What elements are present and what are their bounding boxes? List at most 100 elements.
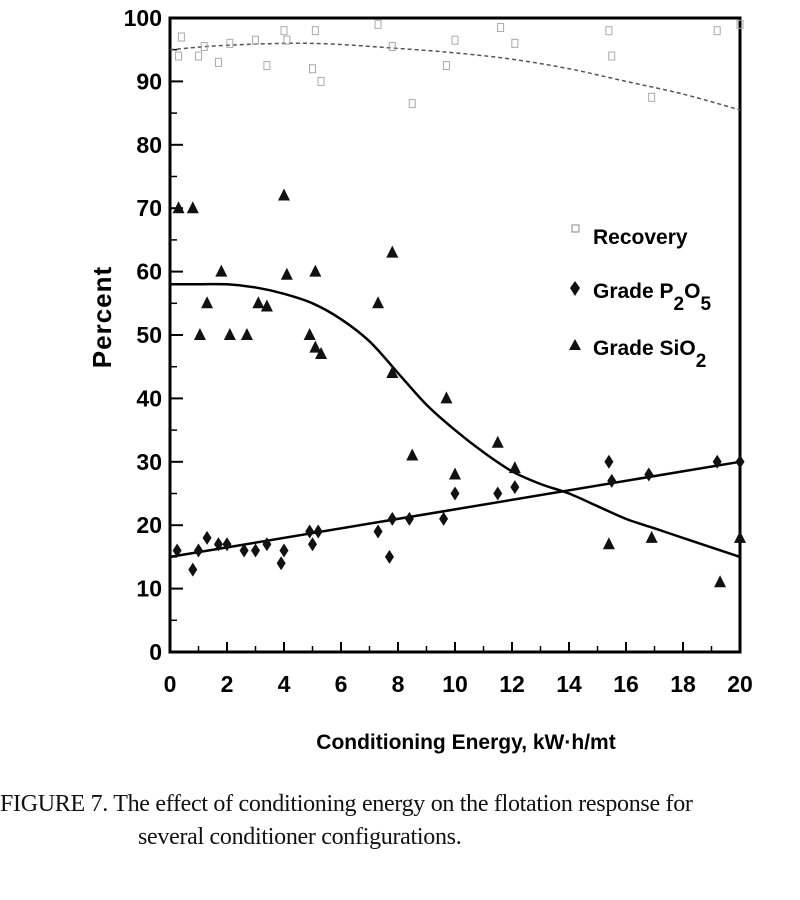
point-recovery bbox=[605, 26, 613, 36]
x-tick-label: 6 bbox=[335, 671, 348, 697]
x-tick-label: 4 bbox=[278, 671, 291, 697]
y-tick-label: 100 bbox=[124, 5, 162, 31]
point-recovery bbox=[177, 32, 185, 42]
point-recovery bbox=[214, 57, 222, 67]
point-grade-sio2 bbox=[602, 537, 615, 550]
point-recovery bbox=[388, 42, 396, 52]
point-grade-sio2 bbox=[449, 467, 461, 480]
x-tick-label: 2 bbox=[221, 671, 234, 697]
fit-line-grade-sio2 bbox=[170, 282, 741, 559]
point-grade-sio2 bbox=[278, 188, 290, 201]
point-grade-sio2 bbox=[491, 435, 504, 448]
x-axis-label: Conditioning Energy, kW·h/mt bbox=[316, 731, 615, 754]
y-axis-label: Percent bbox=[87, 266, 117, 368]
point-grade-sio2 bbox=[215, 264, 228, 277]
point-grade-p2o5 bbox=[276, 556, 286, 571]
point-recovery bbox=[195, 51, 202, 61]
point-grade-sio2 bbox=[440, 391, 453, 404]
x-tick-label: 18 bbox=[670, 671, 696, 697]
point-grade-sio2 bbox=[714, 575, 727, 588]
legend-item-grade-sio2: Grade SiO2 bbox=[569, 337, 706, 372]
point-grade-p2o5 bbox=[604, 454, 614, 469]
point-recovery bbox=[280, 26, 288, 36]
legend-label-p2o5: Grade P2O5 bbox=[593, 280, 711, 315]
point-grade-p2o5 bbox=[493, 486, 503, 501]
point-recovery bbox=[311, 26, 319, 36]
point-grade-sio2 bbox=[223, 328, 236, 340]
point-recovery bbox=[317, 76, 325, 86]
caption-line-2: several conditioner configurations. bbox=[138, 824, 462, 850]
x-tick-label: 10 bbox=[442, 671, 468, 697]
point-grade-p2o5 bbox=[305, 524, 315, 539]
y-tick-label: 30 bbox=[136, 449, 162, 475]
point-grade-sio2 bbox=[386, 366, 399, 379]
point-grade-sio2 bbox=[406, 448, 419, 461]
point-recovery bbox=[200, 42, 208, 52]
y-tick-label: 80 bbox=[136, 132, 162, 158]
point-recovery bbox=[648, 92, 656, 102]
point-grade-p2o5 bbox=[188, 562, 198, 577]
point-grade-p2o5 bbox=[450, 486, 460, 501]
point-recovery bbox=[374, 19, 382, 29]
point-recovery bbox=[408, 99, 416, 109]
point-grade-sio2 bbox=[309, 264, 322, 277]
point-recovery bbox=[309, 64, 316, 74]
data-points bbox=[172, 19, 746, 588]
x-tick-label: 20 bbox=[727, 671, 753, 697]
legend-item-recovery: Recovery bbox=[571, 224, 688, 249]
point-grade-sio2 bbox=[193, 328, 206, 340]
point-grade-sio2 bbox=[303, 328, 316, 340]
caption-line-1: FIGURE 7. The effect of conditioning ene… bbox=[0, 791, 693, 817]
point-grade-p2o5 bbox=[607, 473, 617, 488]
point-grade-p2o5 bbox=[172, 543, 182, 558]
y-tick-label: 70 bbox=[136, 195, 162, 221]
point-grade-sio2 bbox=[201, 296, 214, 309]
y-tick-label: 40 bbox=[136, 385, 162, 411]
point-grade-p2o5 bbox=[387, 511, 397, 526]
point-grade-p2o5 bbox=[222, 537, 232, 552]
point-grade-sio2 bbox=[309, 340, 322, 353]
legend: Recovery Grade P2O5 Grade SiO2 bbox=[569, 224, 711, 372]
point-grade-p2o5 bbox=[384, 549, 394, 564]
y-tick-label: 60 bbox=[136, 259, 162, 285]
point-grade-sio2 bbox=[315, 347, 328, 360]
point-grade-p2o5 bbox=[239, 543, 249, 558]
point-grade-p2o5 bbox=[251, 543, 260, 558]
point-grade-sio2 bbox=[734, 530, 746, 543]
x-tick-label: 14 bbox=[556, 671, 582, 697]
point-grade-p2o5 bbox=[373, 524, 383, 539]
point-recovery bbox=[736, 19, 744, 29]
point-grade-sio2 bbox=[240, 328, 253, 340]
y-tick-label: 20 bbox=[136, 512, 162, 538]
y-tick-label: 10 bbox=[136, 576, 162, 602]
point-grade-sio2 bbox=[252, 296, 265, 309]
point-recovery bbox=[175, 51, 183, 61]
y-tick-label: 50 bbox=[136, 322, 162, 348]
x-tick-label: 16 bbox=[613, 671, 639, 697]
point-recovery bbox=[263, 61, 271, 71]
point-grade-p2o5 bbox=[194, 543, 203, 558]
point-recovery bbox=[497, 23, 505, 33]
legend-label-recovery: Recovery bbox=[593, 226, 688, 249]
point-grade-sio2 bbox=[645, 530, 658, 543]
point-grade-p2o5 bbox=[439, 511, 449, 526]
figure-caption: FIGURE 7. The effect of conditioning ene… bbox=[0, 788, 800, 854]
point-recovery bbox=[442, 61, 450, 71]
point-grade-p2o5 bbox=[644, 467, 654, 482]
point-grade-p2o5 bbox=[313, 524, 323, 539]
point-grade-p2o5 bbox=[262, 537, 272, 552]
point-recovery bbox=[226, 38, 234, 48]
axes: 0 10 20 30 40 50 60 70 80 90 100 0 2 4 6 8 10 12 14 16 18 20 bbox=[124, 5, 753, 697]
legend-label-sio2: Grade SiO2 bbox=[593, 337, 706, 372]
point-grade-sio2 bbox=[508, 461, 521, 474]
legend-item-grade-p2o5: Grade P2O5 bbox=[570, 280, 711, 315]
point-grade-p2o5 bbox=[213, 537, 223, 552]
fit-line-recovery bbox=[169, 42, 741, 111]
point-grade-sio2 bbox=[372, 296, 385, 309]
point-grade-p2o5 bbox=[735, 454, 745, 469]
y-tick-label: 0 bbox=[149, 639, 162, 665]
point-grade-sio2 bbox=[172, 201, 185, 214]
point-grade-p2o5 bbox=[712, 454, 722, 469]
point-grade-sio2 bbox=[386, 245, 399, 258]
point-recovery bbox=[511, 38, 519, 48]
